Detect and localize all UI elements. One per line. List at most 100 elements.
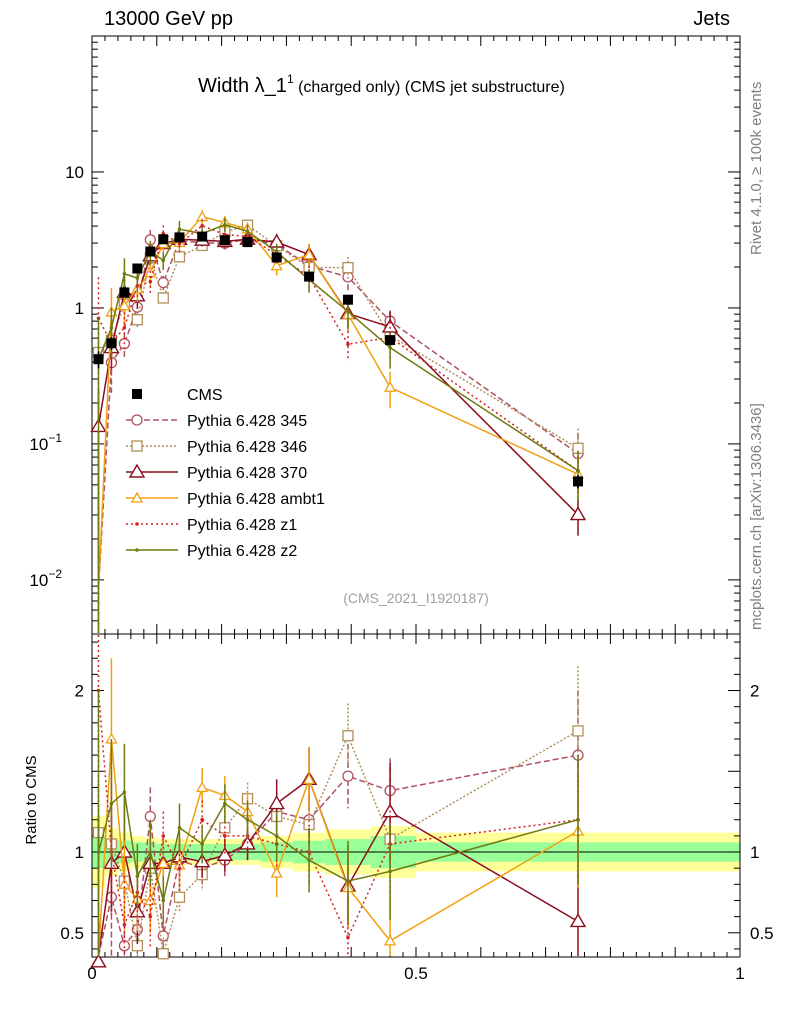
point [130, 491, 144, 503]
legend-item: Pythia 6.428 370 [126, 463, 307, 482]
point [122, 325, 127, 330]
watermark: (CMS_2021_I1920187) [343, 590, 489, 606]
point [157, 948, 169, 960]
point [274, 834, 279, 838]
point [346, 879, 350, 883]
legend-label: Pythia 6.428 z2 [187, 543, 297, 560]
legend-item: Pythia 6.428 z1 [126, 517, 297, 534]
ratio-y-tick-label: 0.5 [750, 924, 774, 943]
point [161, 834, 166, 838]
point [223, 801, 227, 806]
point [135, 548, 139, 552]
point [93, 354, 104, 365]
point [383, 934, 397, 946]
point [388, 345, 392, 350]
y-tick-label: 10−2 [29, 567, 62, 590]
legend-item-data: CMS [132, 387, 223, 404]
point [131, 414, 143, 426]
point [304, 271, 315, 282]
point [242, 237, 253, 248]
point [135, 522, 139, 526]
legend-label: Pythia 6.428 ambt1 [187, 491, 325, 508]
jets-label: Jets [693, 8, 730, 30]
point [118, 299, 131, 311]
point [346, 935, 350, 940]
point [135, 276, 140, 280]
point [177, 227, 182, 231]
point [174, 232, 185, 243]
point [148, 850, 153, 854]
point [158, 234, 169, 245]
point [223, 834, 227, 838]
point [219, 235, 230, 246]
point [90, 953, 107, 968]
legend-label: Pythia 6.428 345 [187, 413, 307, 430]
point [385, 335, 396, 346]
chart-title: Width λ_11 (charged only) (CMS jet subst… [198, 72, 565, 97]
point [200, 817, 204, 822]
legend-item: Pythia 6.428 z2 [126, 543, 297, 560]
point [177, 241, 182, 246]
point [119, 287, 130, 298]
legend-label: Pythia 6.428 370 [187, 465, 307, 482]
ratio-series-line [97, 754, 579, 957]
point [118, 877, 131, 889]
point [223, 222, 227, 227]
point [302, 248, 316, 260]
point [132, 263, 143, 274]
point [109, 801, 114, 806]
point [157, 856, 170, 868]
y-tick-label: 10−1 [29, 431, 62, 454]
point [346, 309, 350, 314]
point [388, 869, 392, 874]
point [569, 506, 587, 521]
point [572, 725, 584, 737]
ratio-y-tick-label: 0.5 [60, 924, 84, 943]
point [342, 730, 354, 742]
point [569, 913, 587, 928]
x-tick-label: 0 [87, 964, 96, 983]
legend-item: Pythia 6.428 ambt1 [126, 491, 325, 508]
point [157, 292, 169, 304]
point [177, 826, 182, 830]
point [346, 342, 350, 347]
point [148, 279, 153, 284]
point [128, 463, 146, 478]
main-series-line [97, 224, 579, 472]
legend-item: Pythia 6.428 346 [126, 439, 307, 456]
point [106, 338, 117, 349]
legend-label: Pythia 6.428 346 [187, 439, 307, 456]
point [342, 770, 354, 782]
point [200, 842, 204, 846]
point [131, 314, 144, 326]
point [173, 891, 186, 903]
point [161, 898, 166, 903]
point [383, 380, 397, 392]
point [173, 251, 186, 263]
ratio-y-tick-label: 1 [75, 843, 84, 862]
point [576, 468, 580, 473]
main-series-line [97, 224, 579, 450]
main-series-line [97, 223, 579, 472]
legend-label: Pythia 6.428 z1 [187, 517, 297, 534]
x-tick-label: 0.5 [404, 964, 428, 983]
ratio-plot-frame [91, 633, 741, 958]
point [161, 258, 166, 263]
legend-label: CMS [187, 387, 223, 404]
ratio-series-line [97, 690, 579, 940]
point [270, 259, 283, 271]
point [132, 389, 142, 399]
point [122, 272, 127, 276]
point [145, 246, 156, 257]
main-series-line [97, 238, 579, 591]
point [109, 325, 114, 330]
point [131, 440, 143, 452]
point [196, 781, 209, 793]
energy-label: 13000 GeV pp [104, 8, 233, 30]
ratio-y-tick-label: 2 [75, 682, 84, 701]
point [122, 922, 127, 927]
point [268, 795, 285, 810]
point [148, 914, 153, 919]
legend-item: Pythia 6.428 345 [126, 413, 307, 430]
